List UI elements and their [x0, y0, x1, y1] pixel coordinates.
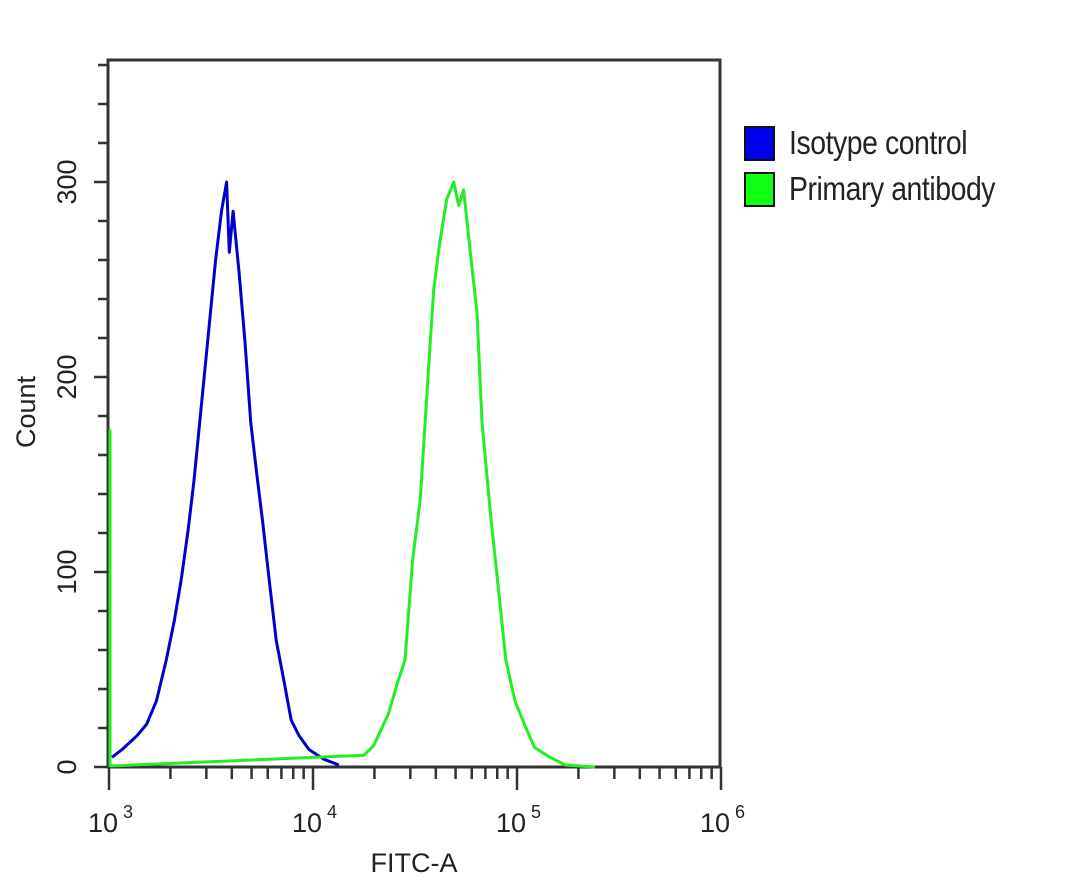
- y-axis-ticks: [94, 63, 108, 769]
- x-tick-exponent: 4: [327, 802, 337, 822]
- legend: Isotype control Primary antibody: [744, 120, 1029, 212]
- x-tick-exponent: 3: [123, 802, 133, 822]
- isotype-control-curve: [111, 180, 340, 767]
- x-axis-title: FITC-A: [371, 848, 458, 878]
- x-tick-exponent: 5: [531, 802, 541, 822]
- legend-label: Primary antibody: [789, 170, 996, 207]
- legend-swatch-green: [744, 171, 775, 207]
- y-tick-label: 100: [52, 549, 82, 594]
- plot-frame: [106, 58, 722, 769]
- x-tick-exponent: 6: [735, 802, 745, 822]
- y-tick-label: 200: [52, 354, 82, 399]
- x-tick-label: 10: [88, 808, 118, 838]
- legend-label: Isotype control: [789, 124, 968, 161]
- series-layer: [108, 180, 596, 769]
- x-tick-label: 10: [496, 808, 526, 838]
- x-tick-label: 10: [700, 808, 730, 838]
- legend-item-primary-antibody: Primary antibody: [744, 166, 1029, 212]
- primary-antibody-curve: [109, 180, 596, 769]
- y-tick-label: 300: [52, 159, 82, 204]
- y-axis-labels: 0 100 200 300: [52, 159, 82, 774]
- legend-swatch-blue: [744, 125, 775, 161]
- y-tick-label: 0: [52, 759, 82, 774]
- x-tick-label: 10: [292, 808, 322, 838]
- legend-item-isotype-control: Isotype control: [744, 120, 1029, 166]
- y-axis-title: Count: [11, 375, 41, 448]
- x-axis-ticks: [107, 767, 723, 790]
- x-axis-labels: 10 3 10 4 10 5 10 6: [88, 802, 745, 838]
